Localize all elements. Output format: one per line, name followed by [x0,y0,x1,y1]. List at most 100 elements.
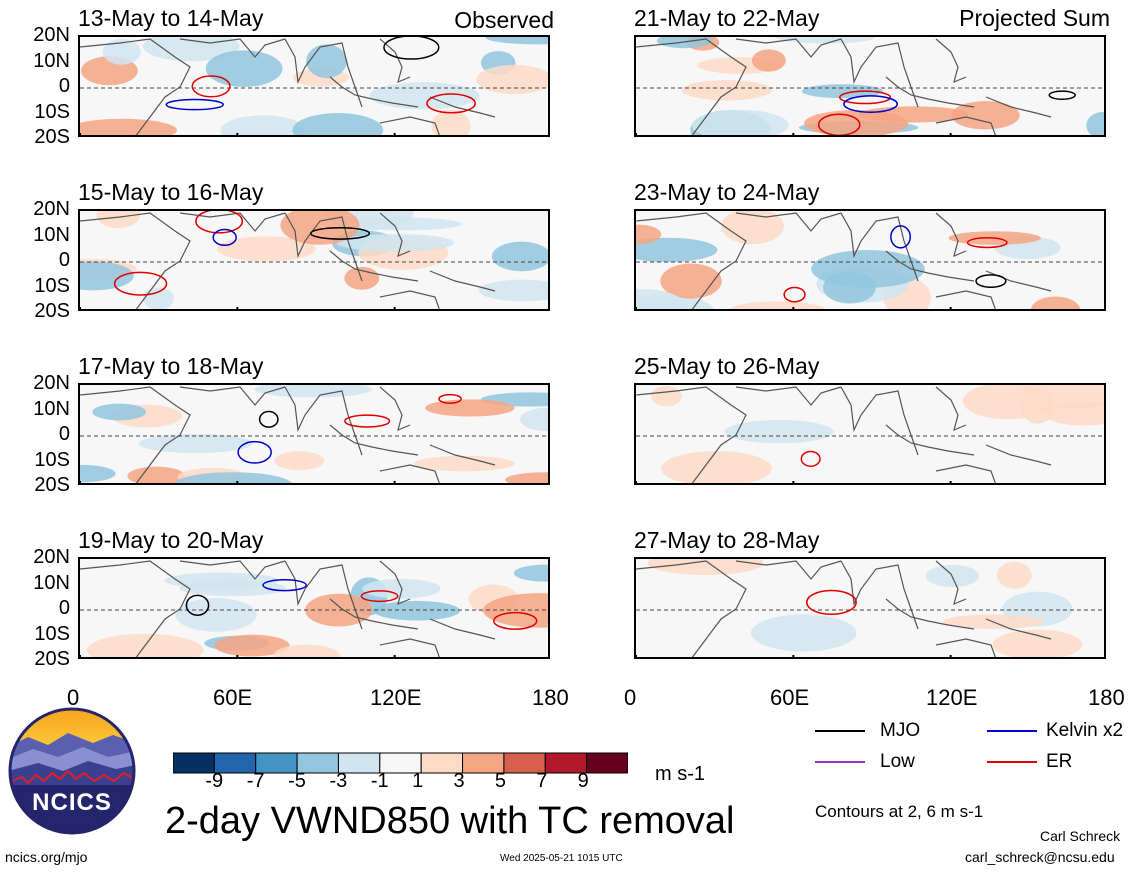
anomaly-shading [174,472,292,483]
coastline [735,38,842,58]
legend-label-mjo: MJO [880,720,921,741]
coastline [935,560,967,606]
anomaly-shading [505,472,548,483]
coastline [840,212,919,282]
contours-note: Contours at 2, 6 m s-1 [815,802,984,821]
panel-tag-projected: Projected Sum [959,5,1110,31]
anomaly-shading [127,466,186,483]
y-tick-label: 0 [58,597,70,619]
coastline [935,212,967,258]
anomaly-shading [1043,401,1104,426]
contour-line [258,410,279,428]
anomaly-shading [292,113,384,135]
anomaly-shading [431,109,471,135]
panel-title-7: 25-May to 26-May [634,353,820,379]
anomaly-shading [373,600,460,621]
y-tick-label: 10S [34,100,70,123]
anomaly-shading [636,289,689,309]
coastline [379,464,440,483]
coastline [329,76,419,108]
contour-line [783,286,806,303]
coastline [840,386,919,456]
contour-line [839,90,892,105]
legend-line-mjo [815,730,865,732]
y-tick-label: 10N [33,571,70,594]
footer-url[interactable]: ncics.org/mjo [5,849,88,865]
x-tick-60e-right: 60E [770,685,810,710]
colorbar [172,752,629,779]
anomaly-shading [143,37,240,62]
x-tick-120e-right: 120E [926,685,978,710]
coastline [840,38,919,108]
anomaly-shading [305,593,373,627]
coastline [636,212,747,309]
anomaly-shading [425,399,515,417]
anomaly-shading [650,386,682,407]
y-tick-label: 0 [58,75,70,97]
coastline [985,96,1052,118]
anomaly-shading [811,250,925,288]
coastline [985,618,1052,640]
footer-email[interactable]: carl_schreck@ncsu.edu [965,849,1115,865]
anomaly-shading [1086,111,1104,135]
coastline [885,424,975,456]
coastline [935,116,996,135]
anomaly-shading [214,634,290,657]
coastline [935,464,996,483]
contour-line [966,237,1008,249]
anomaly-shading [803,109,909,135]
coastline [935,38,967,84]
coastline [284,386,363,456]
colorbar-tick-label: -5 [288,770,306,792]
coastline [329,250,419,282]
anomaly-shading [1030,296,1081,309]
anomaly-shading [274,451,325,471]
coastline [80,386,191,483]
y-tick-label: 10S [34,274,70,297]
footer-author: Carl Schreck [1040,828,1121,844]
x-tick-120e-left: 120E [370,685,422,710]
coastline [429,618,496,640]
anomaly-shading [306,44,347,79]
y-tick-label: 10N [33,223,70,246]
y-tick-label: 20S [34,300,70,322]
contour-line [262,578,307,592]
legend-line-low [815,761,865,763]
colorbar-units: m s-1 [655,763,705,785]
colorbar-tick-label: 1 [412,770,424,792]
y-tick-label: 20S [34,474,70,496]
anomaly-shading [775,37,876,44]
anomaly-shading [102,39,141,65]
coastline [284,560,363,630]
anomaly-shading [220,115,306,135]
y-tick-label: 10S [34,622,70,645]
colorbar-tick-label: -9 [205,770,224,792]
panel-title-4: 19-May to 20-May [78,527,264,553]
anomaly-shading [750,614,857,652]
coastline [935,386,967,432]
panel-title-5: 21-May to 22-May [634,5,820,31]
coastline [429,270,496,292]
y-tick-label: 20S [34,648,70,670]
contour-line [195,211,244,234]
colorbar-tick-label: -1 [370,770,389,792]
contour-line [237,440,272,464]
coastline [179,386,286,406]
coastline [885,250,975,282]
anomaly-shading [80,261,134,291]
y-tick-label: 20N [33,198,70,220]
contour-line [1048,90,1076,100]
anomaly-shading [751,49,786,72]
map-panel-3 [78,383,550,485]
coastline [840,560,919,630]
anomaly-shading [280,211,360,245]
coastline [885,76,975,108]
main-title: 2-day VWND850 with TC removal [165,800,735,842]
x-tick-180-left: 180 [532,685,569,710]
coastline [935,638,996,657]
coastline [429,444,496,466]
anomaly-shading [478,279,548,302]
contour-line [310,226,371,240]
contour-line [165,98,224,111]
anomaly-shading [636,237,718,263]
